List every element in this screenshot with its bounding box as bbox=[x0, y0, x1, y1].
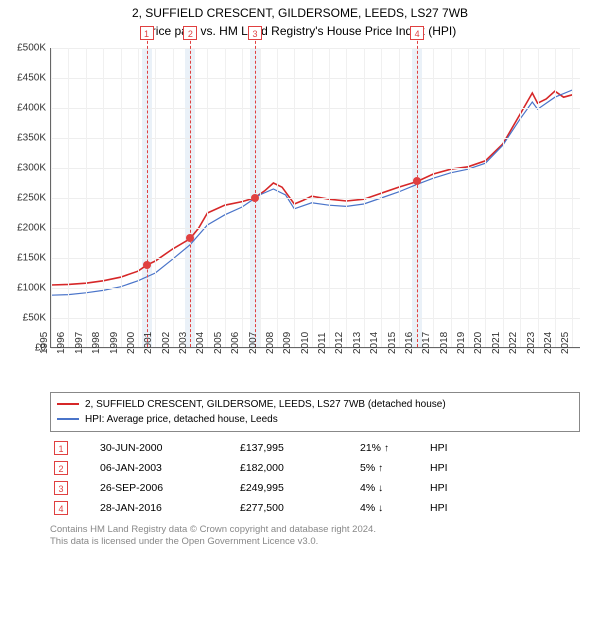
record-pct: 5% ↑ bbox=[356, 458, 426, 478]
sale-record-row: 3 26-SEP-2006£249,9954% ↓HPI bbox=[50, 478, 580, 498]
record-vs: HPI bbox=[426, 458, 580, 478]
record-price: £182,000 bbox=[236, 458, 356, 478]
record-date: 30-JUN-2000 bbox=[96, 438, 236, 458]
record-index-box: 3 bbox=[54, 481, 68, 495]
record-vs: HPI bbox=[426, 478, 580, 498]
y-axis-label: £250K bbox=[10, 192, 46, 203]
record-vs: HPI bbox=[426, 438, 580, 458]
y-axis-label: £50K bbox=[10, 312, 46, 323]
record-index-box: 4 bbox=[54, 501, 68, 515]
y-axis-label: £300K bbox=[10, 162, 46, 173]
price-chart: £0£50K£100K£150K£200K£250K£300K£350K£400… bbox=[10, 44, 590, 384]
record-index-box: 2 bbox=[54, 461, 68, 475]
y-axis-label: £400K bbox=[10, 102, 46, 113]
record-date: 06-JAN-2003 bbox=[96, 458, 236, 478]
y-axis-label: £100K bbox=[10, 282, 46, 293]
sale-record-row: 4 28-JAN-2016£277,5004% ↓HPI bbox=[50, 498, 580, 518]
sale-record-row: 2 06-JAN-2003£182,0005% ↑HPI bbox=[50, 458, 580, 478]
legend: 2, SUFFIELD CRESCENT, GILDERSOME, LEEDS,… bbox=[50, 392, 580, 432]
record-price: £249,995 bbox=[236, 478, 356, 498]
attribution-footer: Contains HM Land Registry data © Crown c… bbox=[50, 524, 580, 549]
record-price: £137,995 bbox=[236, 438, 356, 458]
sale-marker-tag: 4 bbox=[410, 26, 424, 40]
sale-marker-tag: 1 bbox=[140, 26, 154, 40]
record-vs: HPI bbox=[426, 498, 580, 518]
record-date: 26-SEP-2006 bbox=[96, 478, 236, 498]
y-axis-label: £350K bbox=[10, 132, 46, 143]
y-axis-label: £450K bbox=[10, 72, 46, 83]
sale-records-table: 130-JUN-2000£137,99521% ↑HPI206-JAN-2003… bbox=[50, 438, 580, 518]
y-axis-label: £150K bbox=[10, 252, 46, 263]
y-axis-label: £200K bbox=[10, 222, 46, 233]
chart-title-line2: Price paid vs. HM Land Registry's House … bbox=[10, 24, 590, 38]
record-pct: 21% ↑ bbox=[356, 438, 426, 458]
arrow-down-icon: ↓ bbox=[378, 503, 383, 514]
arrow-up-icon: ↑ bbox=[384, 443, 389, 454]
legend-swatch-hpi bbox=[57, 418, 79, 420]
legend-label-property: 2, SUFFIELD CRESCENT, GILDERSOME, LEEDS,… bbox=[85, 397, 446, 412]
footer-line2: This data is licensed under the Open Gov… bbox=[50, 536, 580, 548]
chart-title-line1: 2, SUFFIELD CRESCENT, GILDERSOME, LEEDS,… bbox=[10, 6, 590, 22]
sale-marker-dot bbox=[251, 194, 259, 202]
record-pct: 4% ↓ bbox=[356, 478, 426, 498]
record-date: 28-JAN-2016 bbox=[96, 498, 236, 518]
legend-swatch-property bbox=[57, 403, 79, 405]
sale-marker-dot bbox=[143, 261, 151, 269]
legend-item-property: 2, SUFFIELD CRESCENT, GILDERSOME, LEEDS,… bbox=[57, 397, 573, 412]
record-price: £277,500 bbox=[236, 498, 356, 518]
sale-marker-dot bbox=[413, 177, 421, 185]
sale-marker-tag: 2 bbox=[183, 26, 197, 40]
arrow-up-icon: ↑ bbox=[378, 463, 383, 474]
legend-item-hpi: HPI: Average price, detached house, Leed… bbox=[57, 412, 573, 427]
x-axis-label: 2025 bbox=[560, 331, 596, 353]
record-index-box: 1 bbox=[54, 441, 68, 455]
legend-label-hpi: HPI: Average price, detached house, Leed… bbox=[85, 412, 278, 427]
sale-marker-dot bbox=[186, 234, 194, 242]
sale-record-row: 1 30-JUN-2000£137,99521% ↑HPI bbox=[50, 438, 580, 458]
record-pct: 4% ↓ bbox=[356, 498, 426, 518]
sale-marker-tag: 3 bbox=[248, 26, 262, 40]
plot-area: 1234 bbox=[50, 48, 580, 348]
arrow-down-icon: ↓ bbox=[378, 483, 383, 494]
footer-line1: Contains HM Land Registry data © Crown c… bbox=[50, 524, 580, 536]
y-axis-label: £500K bbox=[10, 42, 46, 53]
